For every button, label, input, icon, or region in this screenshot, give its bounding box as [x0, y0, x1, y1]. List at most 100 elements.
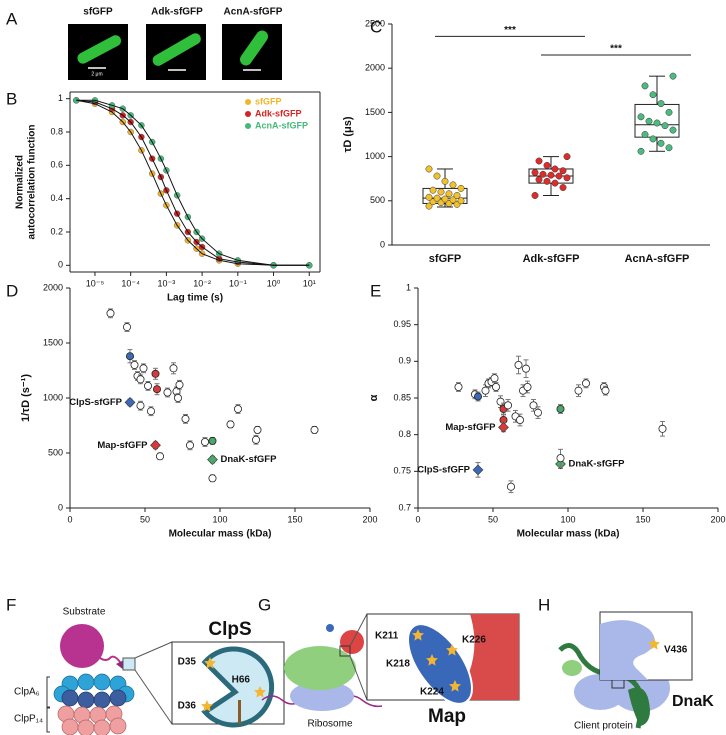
- tail: [99, 655, 121, 663]
- point-label: ClpS-sfGFP: [417, 464, 470, 475]
- data-point: [551, 179, 559, 187]
- data-point: [130, 360, 139, 369]
- data-point: [547, 171, 555, 179]
- y-axis-label: 1/τD (s⁻¹): [20, 374, 32, 422]
- data-point: [543, 177, 551, 185]
- y-tick-label: 2000: [43, 282, 63, 292]
- y-axis-label: autocorrelation function: [27, 125, 38, 240]
- y-tick-label: 1: [58, 93, 63, 103]
- data-point: [123, 323, 132, 332]
- data-point: [200, 437, 209, 446]
- y-tick-label: 0: [58, 502, 63, 512]
- tag: [116, 660, 124, 670]
- data-point: [490, 374, 499, 383]
- data-point: [106, 309, 115, 318]
- residue: K211: [375, 631, 399, 642]
- data-point: [185, 441, 194, 450]
- data-point: [551, 165, 559, 173]
- significance-label: ***: [504, 25, 516, 36]
- zoom-mark: [339, 645, 351, 657]
- image-title: Adk-sfGFP: [151, 7, 203, 18]
- clpp: [57, 705, 127, 735]
- map-diagram: Ribosome K211 K218 K226 K224 Map: [261, 613, 520, 730]
- data-point: [136, 375, 145, 384]
- data-point: [208, 436, 217, 445]
- y-tick-label: 1: [406, 282, 411, 292]
- substrate: [60, 624, 104, 668]
- data-point: [124, 397, 136, 408]
- data-point: [445, 190, 453, 198]
- diagram-title: Map: [428, 706, 466, 727]
- legend-label: Adk-sfGFP: [255, 108, 302, 118]
- residue: K226: [462, 635, 486, 646]
- dnak-groove: [600, 620, 655, 680]
- image-title: AcnA-sfGFP: [224, 7, 283, 18]
- data-point: [449, 181, 457, 189]
- data-point: [649, 135, 657, 143]
- zoom-line: [134, 641, 173, 659]
- zoom-line: [349, 613, 368, 647]
- x-tick-label: 150: [635, 514, 650, 524]
- data-point: [454, 382, 463, 391]
- residue: K224: [420, 687, 444, 698]
- data-point: [522, 364, 531, 373]
- data-point: [582, 379, 591, 388]
- data-point: [503, 401, 512, 410]
- stalk: [238, 700, 241, 724]
- data-point: [449, 196, 457, 204]
- data-point: [139, 364, 148, 373]
- data-point: [529, 401, 538, 410]
- x-tick-label: 0: [67, 514, 72, 524]
- x-axis-label: Lag time (s): [167, 293, 223, 304]
- x-tick-label: 100: [212, 514, 227, 524]
- dnak-diagram: V436 DnaK Client protein: [558, 611, 714, 732]
- nascent: [326, 624, 334, 632]
- data-point: [531, 169, 539, 176]
- y-tick-label: 0.8: [50, 126, 63, 136]
- x-tick-label: AcnA-sfGFP: [625, 253, 690, 265]
- fit-curve: [76, 99, 310, 266]
- data-point: [155, 452, 164, 461]
- x-tick-label: 150: [287, 514, 302, 524]
- y-tick-label: 0.9: [398, 356, 411, 366]
- microscopy: sfGFP Adk-sfGFP AcnA-sfGFP 2 μm: [68, 7, 283, 80]
- data-point: [543, 161, 551, 169]
- ribosome-small: [290, 681, 354, 711]
- scale-label: 2 μm: [91, 71, 102, 77]
- data-point: [555, 172, 563, 180]
- clps-small: [122, 657, 136, 671]
- x-tick-label: 10⁻³: [158, 278, 176, 288]
- x-tick-label: 10⁻⁴: [121, 278, 140, 288]
- diagram-title: ClpS: [208, 619, 251, 640]
- residue: V436: [664, 645, 688, 656]
- panel-label: A: [6, 9, 18, 28]
- data-point: [453, 192, 461, 199]
- data-point: [136, 401, 145, 410]
- y-tick-label: 0: [58, 260, 63, 270]
- client-domain: [562, 660, 582, 676]
- significance-label: ***: [610, 44, 622, 55]
- y-tick-label: 0.8: [398, 429, 411, 439]
- data-point: [556, 454, 565, 463]
- data-point: [657, 139, 665, 147]
- data-point: [437, 188, 445, 196]
- data-point: [253, 425, 262, 434]
- data-point: [523, 382, 532, 391]
- data-point: [514, 360, 523, 369]
- x-tick-label: 200: [362, 514, 377, 524]
- data-point: [150, 439, 161, 451]
- panel-label: C: [370, 17, 382, 36]
- panel-label: H: [538, 595, 550, 614]
- data-point: [661, 122, 669, 130]
- data-point: [441, 177, 449, 185]
- y-tick-label: 0.7: [398, 502, 411, 512]
- data-point: [669, 126, 677, 134]
- point-label: ClpS-sfGFP: [69, 397, 122, 408]
- x-tick-label: sfGFP: [429, 253, 461, 265]
- y-tick-label: 0.6: [50, 160, 63, 170]
- x-tick-label: Adk-sfGFP: [523, 253, 580, 265]
- data-point: [207, 454, 218, 465]
- data-point: [637, 147, 645, 155]
- data-point: [641, 131, 649, 138]
